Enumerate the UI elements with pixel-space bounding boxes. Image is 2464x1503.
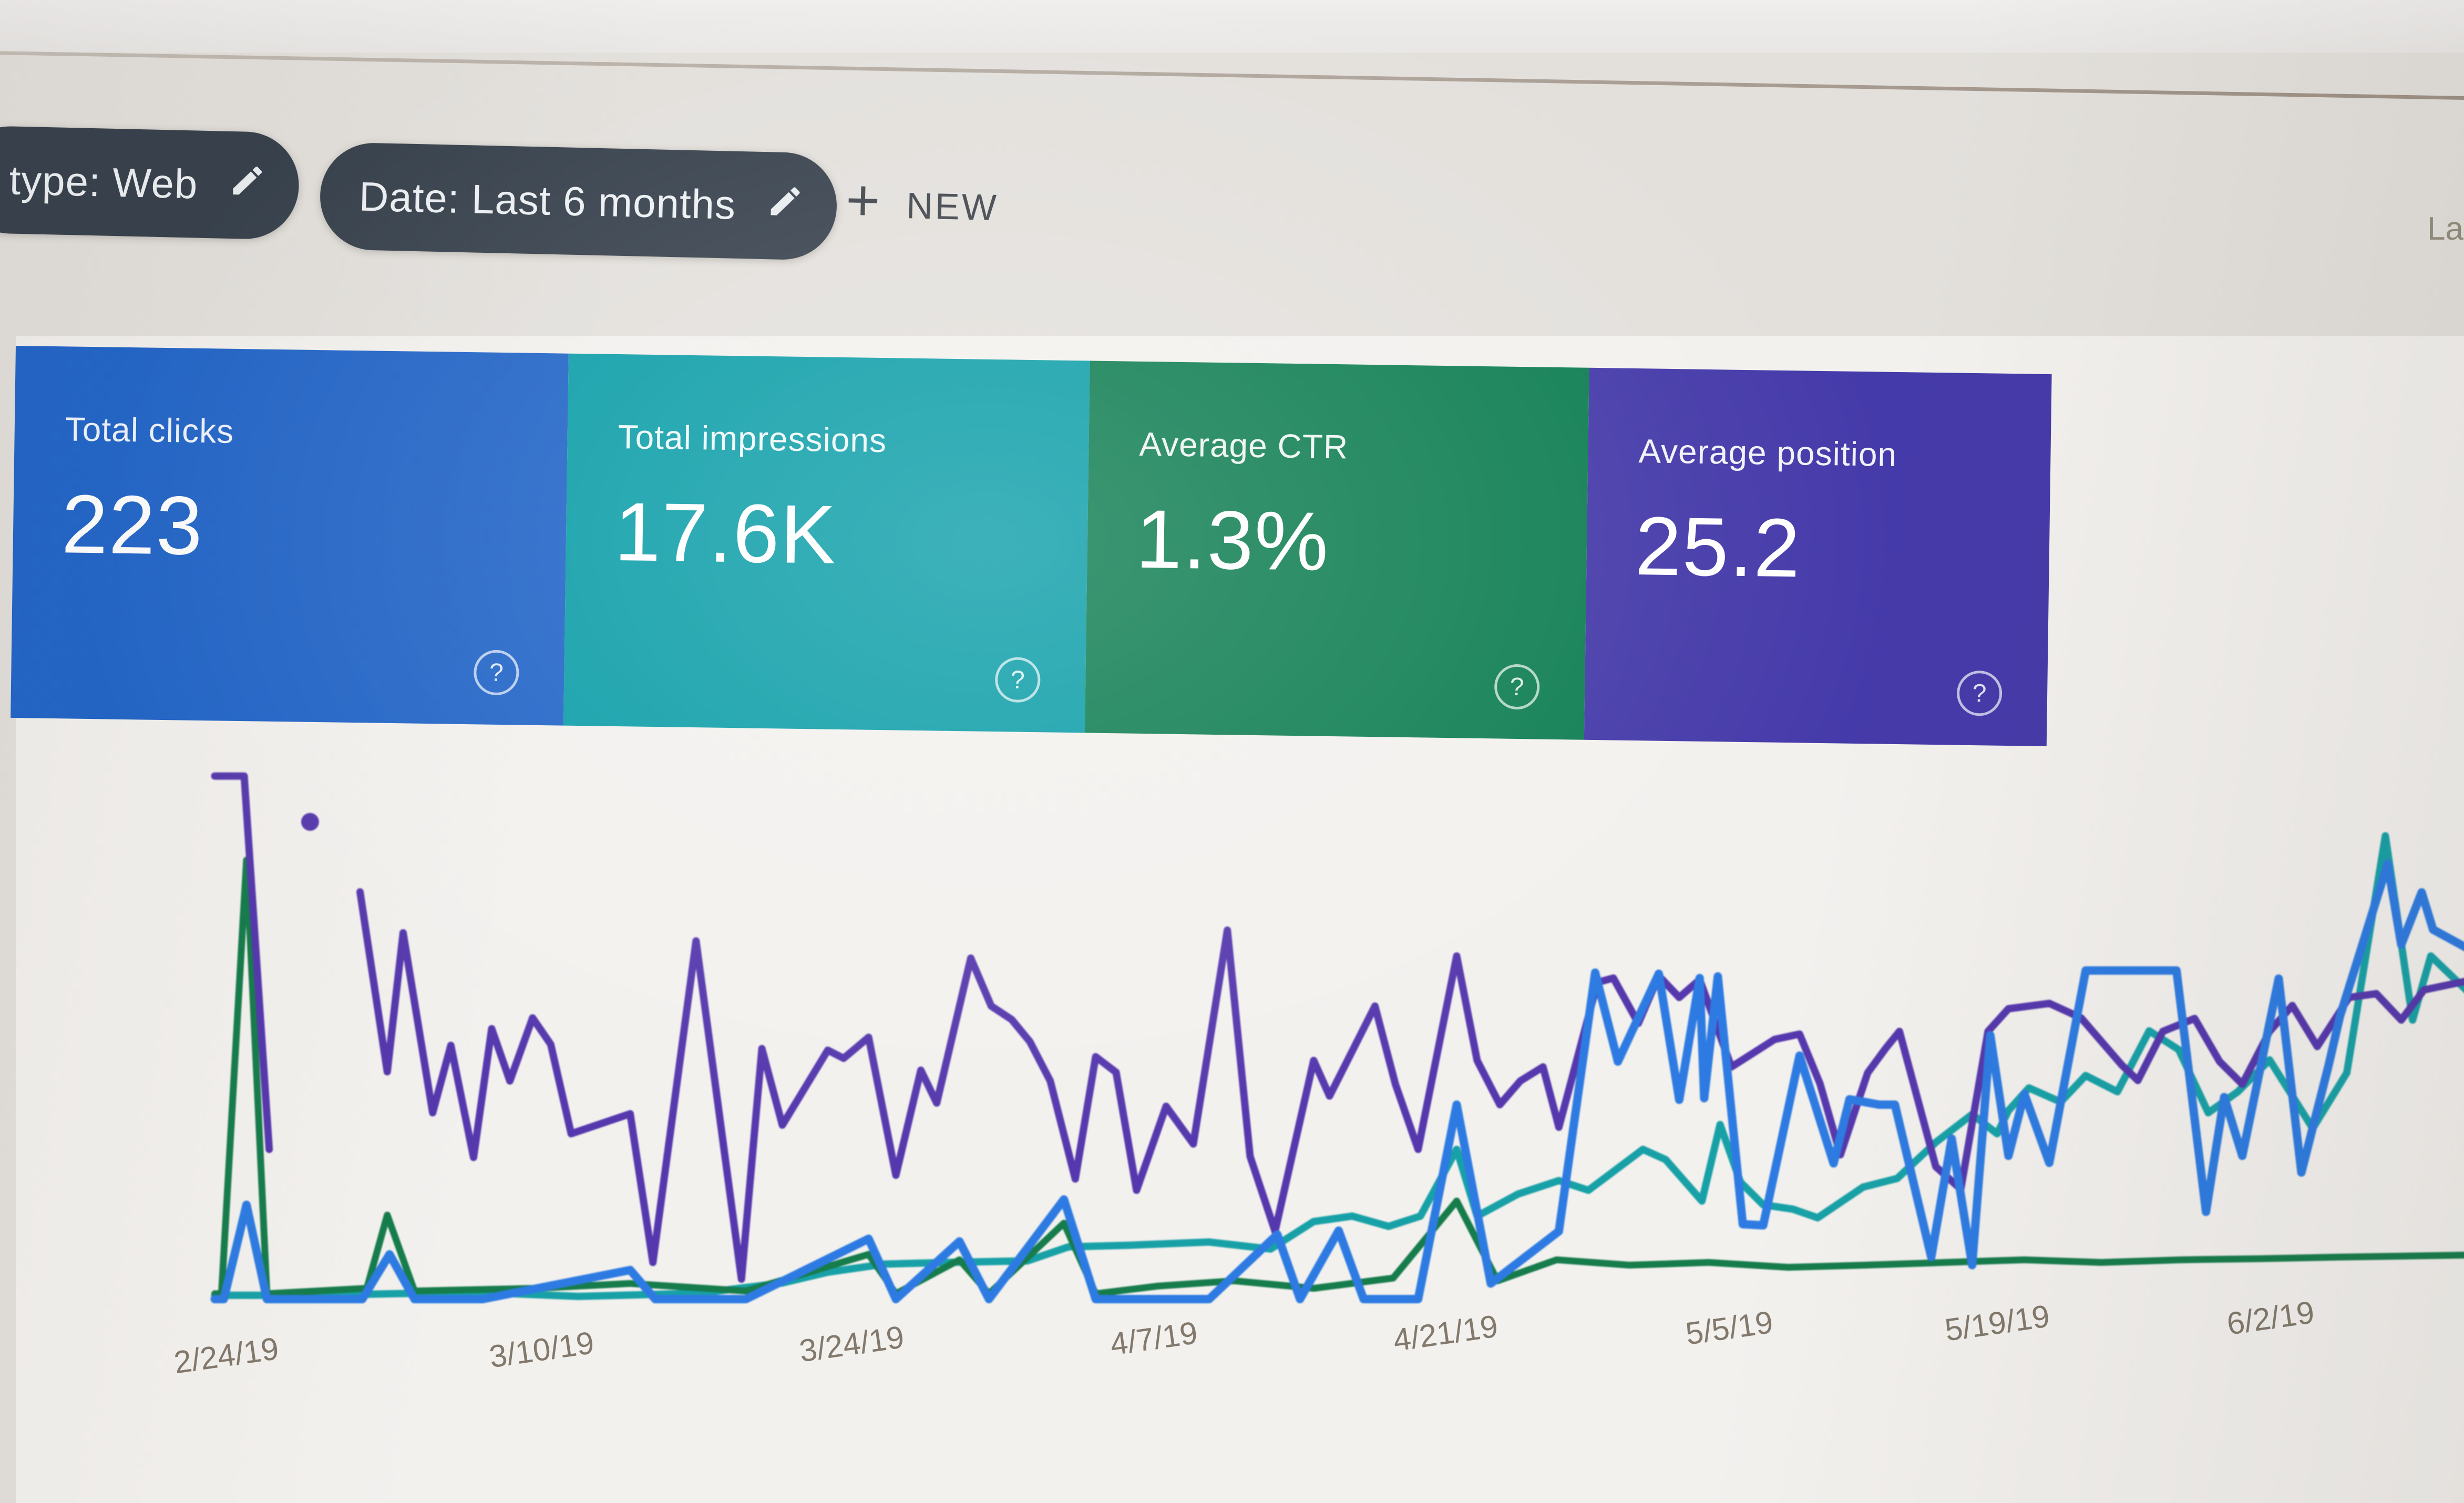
card-label: Average CTR xyxy=(1139,425,1349,466)
card-total-impressions[interactable]: Total impressions 17.6K ? xyxy=(563,353,1090,733)
browser-chrome-strip xyxy=(0,0,2464,53)
card-label: Total impressions xyxy=(618,418,887,460)
chip-label: Date: Last 6 months xyxy=(358,173,737,228)
x-axis-label: 4/21/19 xyxy=(1391,1308,1500,1358)
new-button-label: NEW xyxy=(906,185,999,229)
series-clicks[interactable] xyxy=(210,859,2464,1303)
x-axis-label: 2/24/19 xyxy=(171,1330,281,1381)
series-position[interactable] xyxy=(356,888,2464,1283)
card-label: Average position xyxy=(1638,432,1897,473)
plus-icon: + xyxy=(845,167,881,234)
edit-pencil-icon[interactable] xyxy=(228,161,266,210)
x-axis-label: 3/24/19 xyxy=(797,1319,907,1369)
card-total-clicks[interactable]: Total clicks 223 ? xyxy=(11,346,569,726)
series-position-gap-dot[interactable] xyxy=(301,812,319,831)
performance-line-chart[interactable] xyxy=(16,716,2464,1315)
series-position[interactable] xyxy=(211,772,273,1154)
x-axis-label: 4/7/19 xyxy=(1107,1314,1200,1362)
last-updated-fragment: La xyxy=(2427,211,2463,247)
card-average-ctr[interactable]: Average CTR 1.3% ? xyxy=(1084,361,1589,740)
window-divider-line xyxy=(0,50,2464,101)
metric-cards-row: Total clicks 223 ? Total impressions 17.… xyxy=(11,346,2055,747)
filter-chip-date-range[interactable]: Date: Last 6 months xyxy=(319,141,838,261)
help-icon[interactable]: ? xyxy=(1956,670,2003,716)
x-axis-label: 3/10/19 xyxy=(487,1324,597,1375)
new-filter-button[interactable]: + NEW xyxy=(845,167,999,238)
x-axis-label: 6/2/19 xyxy=(2224,1294,2317,1342)
series-ctr[interactable] xyxy=(211,857,2464,1298)
x-axis-label: 5/19/19 xyxy=(1943,1298,2052,1348)
card-value: 1.3% xyxy=(1135,492,1330,588)
card-value: 223 xyxy=(61,478,204,573)
card-average-position[interactable]: Average position 25.2 ? xyxy=(1584,367,2052,747)
performance-report-panel: Total clicks 223 ? Total impressions 17.… xyxy=(11,336,2464,1503)
card-label: Total clicks xyxy=(65,410,234,450)
edit-pencil-icon[interactable] xyxy=(766,182,805,231)
filter-chip-search-type[interactable]: type: Web xyxy=(0,125,300,240)
card-value: 25.2 xyxy=(1634,500,1802,595)
filter-toolbar: type: Web Date: Last 6 months + NEW xyxy=(0,125,2464,331)
help-icon[interactable]: ? xyxy=(473,650,520,696)
help-icon[interactable]: ? xyxy=(1494,664,1540,710)
x-axis-label: 5/5/19 xyxy=(1683,1304,1775,1352)
chip-label: type: Web xyxy=(8,156,199,208)
card-value: 17.6K xyxy=(613,485,838,581)
help-icon[interactable]: ? xyxy=(994,657,1041,703)
